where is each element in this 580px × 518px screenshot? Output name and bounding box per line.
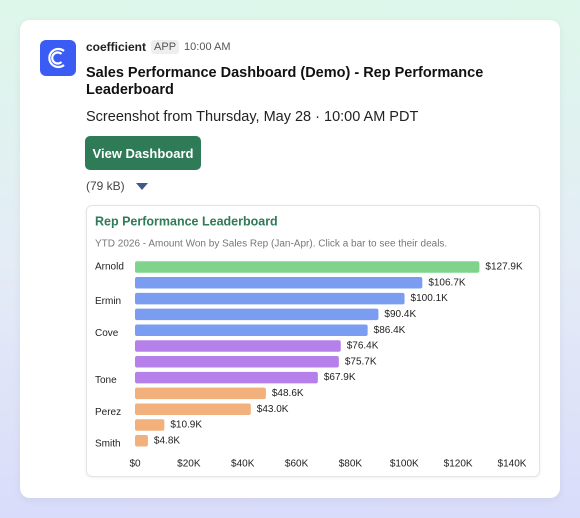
chart-frame: Rep Performance Leaderboard YTD 2026 - A… <box>86 205 540 477</box>
bar[interactable] <box>135 277 423 289</box>
x-tick-label: $100K <box>390 459 419 470</box>
y-tick-label: Cove <box>95 328 119 339</box>
x-tick-label: $120K <box>444 459 473 470</box>
value-label: $106.7K <box>428 277 466 288</box>
bar[interactable] <box>135 324 368 336</box>
value-label: $43.0K <box>257 404 289 415</box>
app-name: coefficient <box>86 40 147 54</box>
x-tick-label: $60K <box>285 459 309 470</box>
x-tick-label: $40K <box>231 459 255 470</box>
value-label: $127.9K <box>485 262 523 273</box>
app-icon <box>40 40 76 76</box>
x-tick-label: $20K <box>177 459 201 470</box>
message-header: coefficient APP 10:00 AM <box>86 40 231 54</box>
bar[interactable] <box>135 292 405 305</box>
x-tick-label: $140K <box>498 459 527 470</box>
expand-toggle[interactable] <box>136 183 148 191</box>
view-button[interactable]: View Dashboard <box>85 136 201 170</box>
bar[interactable] <box>135 261 480 273</box>
y-tick-label: Tone <box>95 375 117 386</box>
y-tick-label: Smith <box>95 438 121 449</box>
value-label: $76.4K <box>347 341 379 352</box>
bar[interactable] <box>135 419 165 431</box>
timestamp: 10:00 AM <box>184 41 231 53</box>
app-badge: APP <box>151 40 180 54</box>
chart-subtitle: YTD 2026 - Amount Won by Sales Rep (Jan-… <box>95 239 447 250</box>
y-tick-label: Arnold <box>95 262 124 273</box>
message-card: coefficient APP 10:00 AM Sales Performan… <box>20 20 560 498</box>
message-subtitle: Screenshot from Thursday, May 28 · 10:00… <box>86 109 419 125</box>
bar[interactable] <box>135 356 339 368</box>
bar[interactable] <box>135 340 341 352</box>
file-size: (79 kB) <box>86 179 125 193</box>
bar[interactable] <box>135 403 251 415</box>
bar[interactable] <box>135 308 379 321</box>
x-tick-label: $0 <box>129 459 141 470</box>
bar[interactable] <box>135 371 318 384</box>
value-label: $90.4K <box>384 309 416 320</box>
value-label: $10.9K <box>170 420 202 431</box>
value-label: $4.8K <box>154 435 180 446</box>
chart: Rep Performance Leaderboard YTD 2026 - A… <box>95 214 527 470</box>
bar[interactable] <box>135 387 266 400</box>
y-tick-label: Ermin <box>95 296 121 307</box>
value-label: $67.9K <box>324 372 356 383</box>
chart-title: Rep Performance Leaderboard <box>95 214 278 228</box>
y-tick-label: Perez <box>95 407 121 418</box>
value-label: $86.4K <box>374 325 406 336</box>
message-title: Sales Performance Dashboard (Demo) - Rep… <box>86 65 484 98</box>
x-tick-label: $80K <box>339 459 363 470</box>
value-label: $48.6K <box>272 388 304 399</box>
bar[interactable] <box>135 435 148 447</box>
value-label: $75.7K <box>345 356 377 367</box>
value-label: $100.1K <box>411 293 449 304</box>
